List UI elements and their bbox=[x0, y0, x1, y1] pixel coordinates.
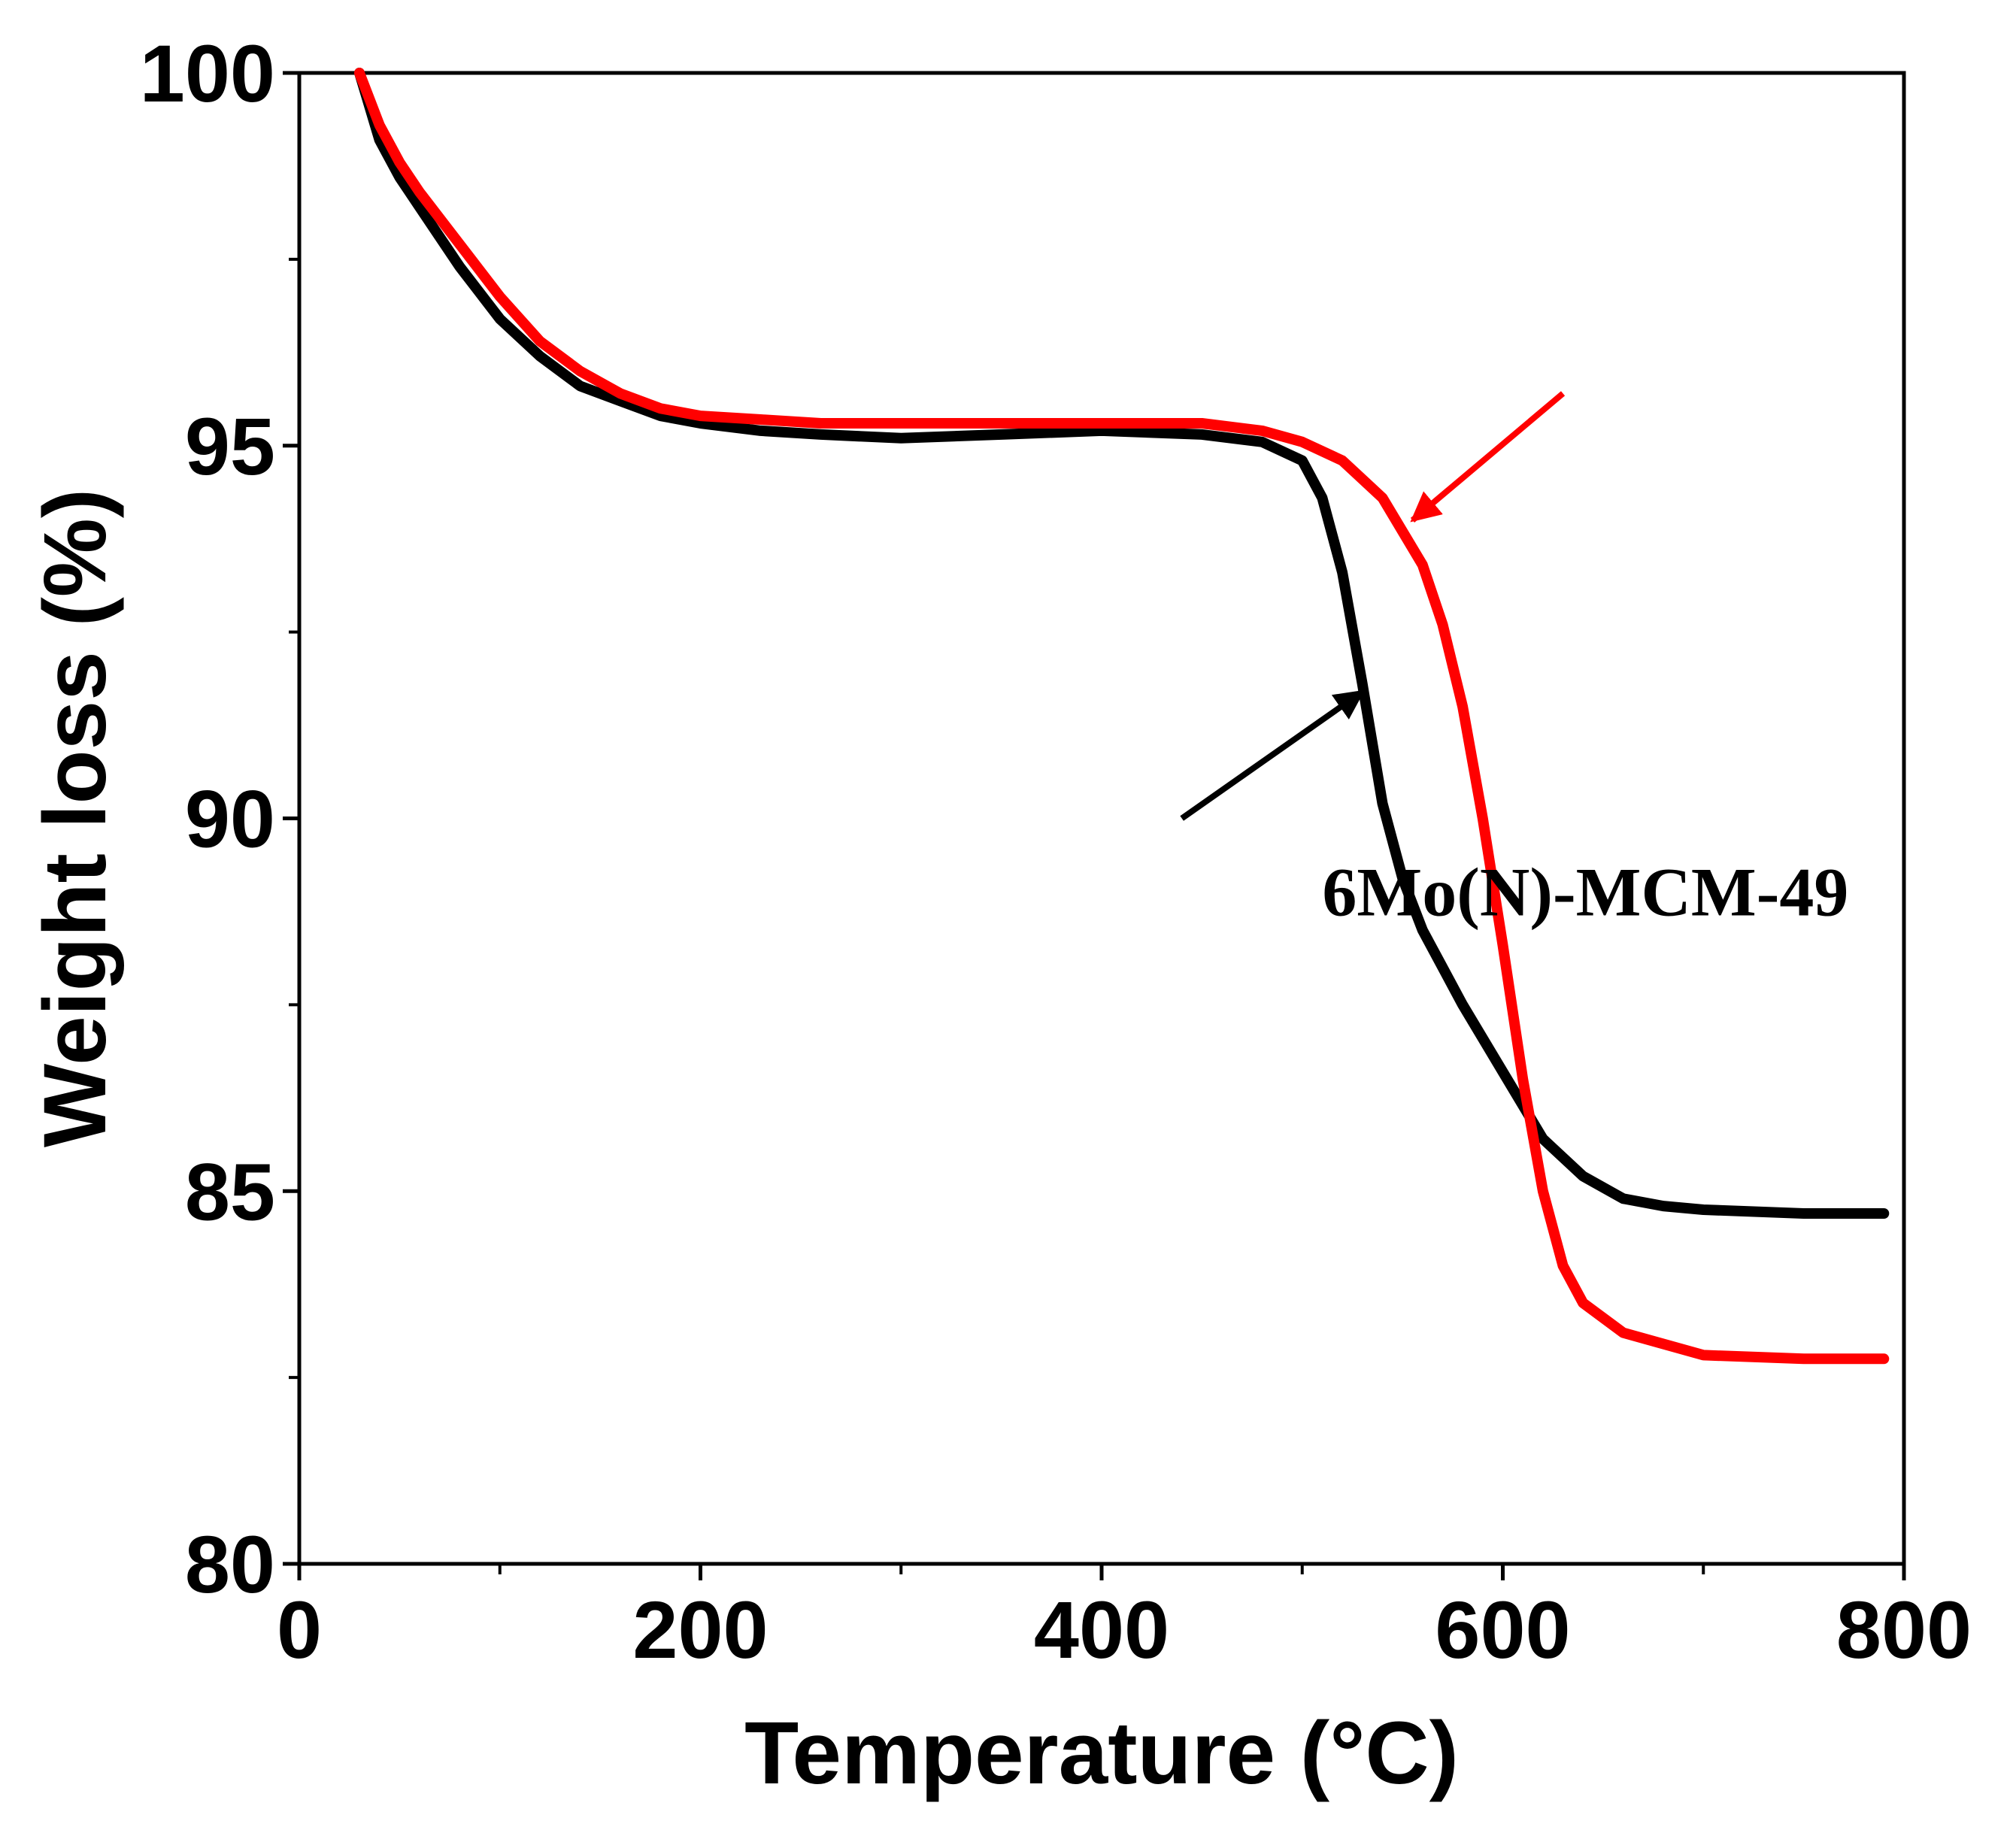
annotation-arrow bbox=[1410, 391, 1566, 523]
series-layer bbox=[354, 68, 1890, 1365]
y-tick-label: 85 bbox=[185, 1146, 275, 1237]
x-tick-label: 400 bbox=[1034, 1584, 1169, 1675]
x-axis-title: Temperature (°C) bbox=[744, 1704, 1459, 1803]
x-tick-label: 800 bbox=[1836, 1584, 1972, 1675]
series-line-0 bbox=[354, 68, 1890, 1219]
y-tick-label: 95 bbox=[185, 401, 275, 492]
y-axis-title: Weight loss (%) bbox=[26, 489, 125, 1147]
y-axis-ticks: 80 85 90 95 100 bbox=[140, 28, 299, 1610]
annotation-layer: 6Mo(C)-MCM-496Mo(N)-MCM-49 bbox=[1180, 391, 1848, 930]
series-label: 6Mo(N)-MCM-49 bbox=[1322, 853, 1848, 930]
y-tick-label: 90 bbox=[185, 774, 275, 865]
x-tick-label: 200 bbox=[632, 1584, 768, 1675]
x-tick-label: 0 bbox=[277, 1584, 322, 1675]
x-tick-label: 600 bbox=[1435, 1584, 1570, 1675]
y-tick-label: 80 bbox=[185, 1519, 275, 1610]
annotation-arrow bbox=[1180, 689, 1366, 821]
series-line-1 bbox=[354, 68, 1890, 1365]
y-tick-label: 100 bbox=[140, 28, 275, 119]
x-axis-ticks: 0 200 400 600 800 bbox=[277, 1564, 1972, 1675]
